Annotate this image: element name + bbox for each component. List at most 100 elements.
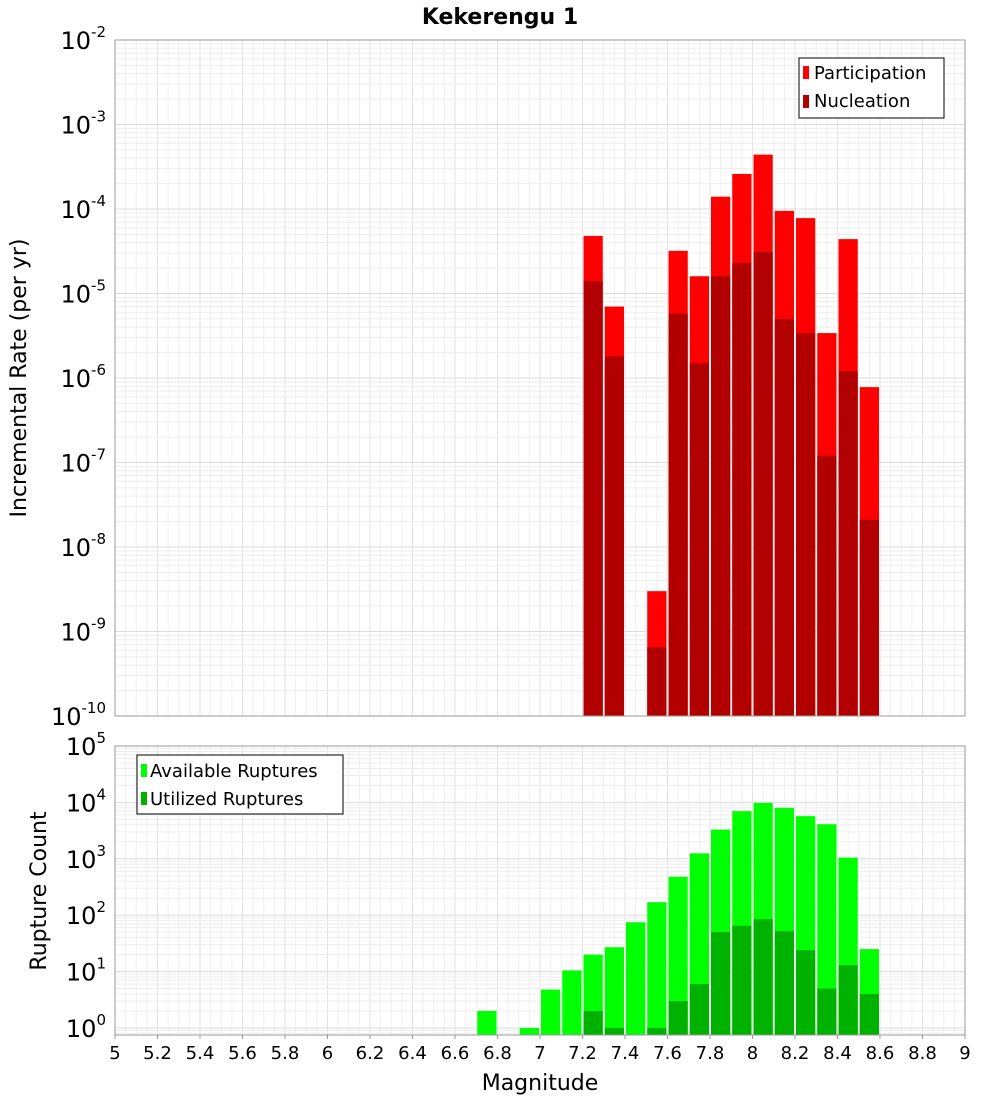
rate-bar-nucleation <box>796 333 816 716</box>
rate-plot-border <box>114 39 966 717</box>
count-legend-box <box>136 754 344 815</box>
rate-grid <box>114 40 966 717</box>
x-tick-label: 8.4 <box>823 1043 852 1064</box>
tick-base: 10 <box>66 846 97 874</box>
count-bar-utilized-ruptures <box>647 1027 667 1035</box>
count-bar-available-ruptures <box>647 902 667 1035</box>
x-tick-label: 8.6 <box>866 1043 895 1064</box>
count-bar-available-ruptures <box>668 876 688 1035</box>
participation-legend-label: Participation <box>814 63 926 84</box>
count-y-tick-label: 104 <box>66 785 106 817</box>
tick-exponent: 4 <box>96 785 106 803</box>
tick-exponent: 1 <box>96 955 106 973</box>
tick-base: 10 <box>51 703 82 731</box>
x-tick-labels: 5 5.2 5.4 5.6 5.8 6 6.2 6.4 6.6 6.8 7 7.2 7.4 7.6 7.8 8… <box>109 1035 971 1064</box>
rate-y-tick-label: 10-5 <box>60 277 106 309</box>
rate-bar-nucleation <box>604 356 624 716</box>
rate-bar-nucleation <box>583 281 603 716</box>
count-bar-available-ruptures <box>477 1010 497 1035</box>
tick-base: 10 <box>66 902 97 930</box>
x-tick-label: 6.8 <box>483 1043 512 1064</box>
x-tick-label: 6 <box>322 1043 333 1064</box>
tick-exponent: 0 <box>96 1011 106 1029</box>
tick-exponent: -3 <box>91 108 106 126</box>
x-tick-label: 6.6 <box>441 1043 470 1064</box>
rate-y-tick-label: 10-3 <box>60 108 106 140</box>
count-bar-utilized-ruptures <box>668 1001 688 1035</box>
utilized-legend-label: Utilized Ruptures <box>150 789 303 810</box>
count-y-axis-title: Rupture Count <box>27 811 52 971</box>
x-tick-label: 5 <box>109 1043 120 1064</box>
rate-bar-nucleation <box>753 251 773 717</box>
tick-exponent: 3 <box>96 842 106 860</box>
tick-base: 10 <box>60 365 91 393</box>
count-bar-available-ruptures <box>604 947 624 1035</box>
rate-y-tick-label: 10-9 <box>60 615 106 647</box>
rate-y-tick-label: 10-8 <box>60 530 106 562</box>
x-tick-label: 8 <box>747 1043 758 1064</box>
count-y-tick-label: 103 <box>66 842 106 874</box>
count-bar-utilized-ruptures <box>859 994 879 1035</box>
x-tick-label: 8.8 <box>908 1043 937 1064</box>
available-legend-swatch <box>141 764 147 777</box>
tick-exponent: -6 <box>91 361 106 379</box>
rate-bar-nucleation <box>711 276 731 716</box>
rate-y-tick-label: 10-2 <box>60 23 106 55</box>
x-tick-label: 7.8 <box>696 1043 725 1064</box>
x-tick-label: 7.6 <box>653 1043 682 1064</box>
count-bar-utilized-ruptures <box>796 950 816 1035</box>
count-bar-available-ruptures <box>817 824 837 1035</box>
rate-bar-nucleation <box>817 455 837 716</box>
rate-y-tick-label: 10-10 <box>51 699 106 731</box>
rate-y-tick-label: 10-6 <box>60 361 106 393</box>
x-axis-title: Magnitude <box>482 1071 599 1096</box>
available-legend-label: Available Ruptures <box>150 761 318 782</box>
tick-exponent: -8 <box>91 530 106 548</box>
rate-bar-nucleation <box>689 363 709 716</box>
nucleation-legend-swatch <box>803 95 809 108</box>
tick-base: 10 <box>60 450 91 478</box>
tick-base: 10 <box>60 619 91 647</box>
nucleation-legend-label: Nucleation <box>814 91 910 112</box>
x-tick-label: 7.4 <box>611 1043 640 1064</box>
tick-exponent: -2 <box>91 23 106 41</box>
rate-bar-nucleation <box>668 313 688 716</box>
count-bar-available-ruptures <box>626 922 646 1035</box>
tick-base: 10 <box>60 534 91 562</box>
rate-y-axis-title: Incremental Rate (per yr) <box>7 239 32 518</box>
x-tick-label: 7 <box>534 1043 545 1064</box>
tick-base: 10 <box>60 27 91 55</box>
count-bar-utilized-ruptures <box>753 919 773 1035</box>
count-bar-utilized-ruptures <box>583 1010 603 1035</box>
rate-bar-nucleation <box>774 318 794 716</box>
rate-legend-box <box>798 57 945 119</box>
rate-bar-nucleation <box>859 519 879 716</box>
tick-exponent: 5 <box>96 729 106 747</box>
count-bar-utilized-ruptures <box>711 932 731 1035</box>
tick-base: 10 <box>66 789 97 817</box>
count-bar-available-ruptures <box>519 1027 539 1035</box>
tick-exponent: -4 <box>91 192 106 210</box>
chart-title: Kekerengu 1 <box>422 5 578 30</box>
x-tick-label: 5.4 <box>186 1043 215 1064</box>
count-bars <box>477 802 879 1035</box>
participation-legend-swatch <box>803 66 809 79</box>
tick-exponent: -5 <box>91 277 106 295</box>
count-y-tick-label: 105 <box>66 729 106 761</box>
count-bar-utilized-ruptures <box>604 1027 624 1035</box>
count-legend: Available Ruptures Utilized Ruptures <box>136 754 344 815</box>
x-tick-label: 5.8 <box>271 1043 300 1064</box>
count-y-tick-label: 100 <box>66 1011 106 1043</box>
tick-exponent: 2 <box>96 898 106 916</box>
count-bar-utilized-ruptures <box>838 965 858 1035</box>
tick-exponent: -7 <box>91 446 106 464</box>
rate-bar-nucleation <box>838 371 858 716</box>
rate-y-tick-label: 10-4 <box>60 192 106 224</box>
count-y-tick-label: 102 <box>66 898 106 930</box>
tick-base: 10 <box>60 281 91 309</box>
tick-base: 10 <box>66 1015 97 1043</box>
